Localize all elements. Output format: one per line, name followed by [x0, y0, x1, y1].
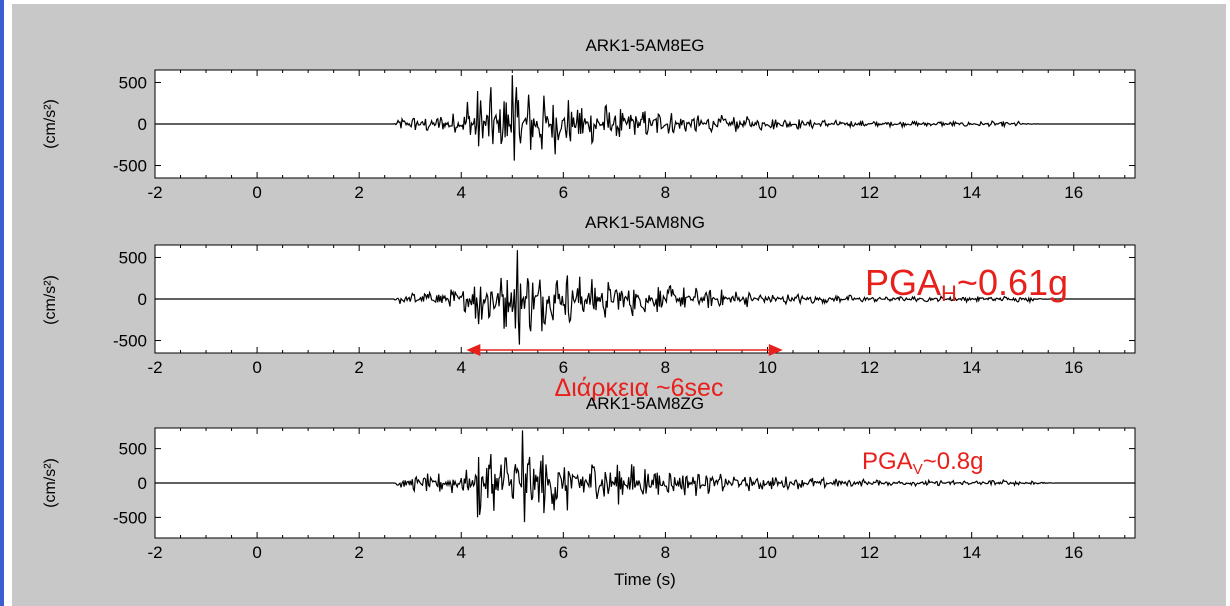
y-tick-label: -500 — [113, 157, 147, 176]
duration-annotation: Διάρκεια ~6sec — [555, 374, 724, 402]
pga-h-tail: ~0.61g — [957, 262, 1068, 303]
y-tick-label: 0 — [138, 290, 147, 309]
x-tick-label: 6 — [559, 358, 568, 377]
pga-h-main: PGA — [865, 262, 941, 303]
x-tick-label: 4 — [457, 183, 466, 202]
x-tick-label: 8 — [661, 183, 670, 202]
panel-1-title: ARK1-5AM8EG — [585, 36, 704, 55]
pga-h-annotation: PGAH~0.61g — [865, 262, 1068, 306]
duration-arrow — [466, 344, 783, 356]
pga-v-sub: V — [913, 461, 923, 478]
x-tick-label: 8 — [661, 543, 670, 562]
x-axis-label: Time (s) — [614, 570, 676, 589]
panel-1-ticks: -2 0 2 4 6 8 10 12 14 16 500 0 -500 — [113, 70, 1135, 202]
x-tick-label: 0 — [252, 543, 261, 562]
x-tick-label: 12 — [860, 183, 879, 202]
x-tick-label: 2 — [354, 543, 363, 562]
x-tick-label: 0 — [252, 358, 261, 377]
x-tick-label: 10 — [758, 358, 777, 377]
x-tick-label: 16 — [1064, 183, 1083, 202]
x-tick-label: 14 — [962, 358, 981, 377]
pga-v-main: PGA — [862, 448, 913, 475]
duration-arrow-head-left — [466, 344, 481, 356]
x-tick-label: 16 — [1064, 358, 1083, 377]
panel-3-trace — [155, 430, 1135, 523]
trace-line — [155, 75, 1135, 161]
x-tick-label: 0 — [252, 183, 261, 202]
trace-line — [155, 430, 1135, 523]
x-tick-label: 12 — [860, 543, 879, 562]
x-tick-label: 14 — [962, 543, 981, 562]
x-tick-label: 12 — [860, 358, 879, 377]
panel-2: ARK1-5AM8NG -2 0 2 4 6 8 10 12 14 16 500 0 -500 (cm/… — [42, 213, 1136, 402]
x-tick-label: -2 — [147, 183, 162, 202]
pga-h-sub: H — [941, 281, 957, 306]
x-tick-label: 10 — [758, 543, 777, 562]
duration-arrow-head-right — [768, 344, 783, 356]
panel-3-title: ARK1-5AM8ZG — [586, 394, 704, 413]
panel-1: ARK1-5AM8EG -2 0 2 4 6 8 10 12 14 16 500 0 -500 (cm/… — [42, 36, 1136, 202]
x-tick-label: 4 — [457, 543, 466, 562]
pga-v-annotation: PGAV~0.8g — [862, 448, 983, 478]
y-tick-label: -500 — [113, 508, 147, 527]
x-tick-label: 6 — [559, 183, 568, 202]
x-tick-label: 2 — [354, 183, 363, 202]
panel-2-ylabel: (cm/s²) — [42, 275, 59, 325]
x-tick-label: 4 — [457, 358, 466, 377]
trace-line — [155, 250, 1135, 345]
y-tick-label: 0 — [138, 115, 147, 134]
panel-2-ticks: -2 0 2 4 6 8 10 12 14 16 500 0 -500 — [113, 245, 1135, 377]
panel-1-trace — [155, 75, 1135, 161]
x-tick-label: 10 — [758, 183, 777, 202]
pga-v-tail: ~0.8g — [923, 448, 984, 475]
x-tick-label: 2 — [354, 358, 363, 377]
y-tick-label: -500 — [113, 332, 147, 351]
panel-3-ticks: -2 0 2 4 6 8 10 12 14 16 500 0 -500 — [113, 428, 1135, 562]
x-tick-label: -2 — [147, 543, 162, 562]
y-tick-label: 0 — [138, 474, 147, 493]
x-tick-label: -2 — [147, 358, 162, 377]
y-tick-label: 500 — [119, 248, 147, 267]
x-tick-label: 14 — [962, 183, 981, 202]
panel-1-ylabel: (cm/s²) — [42, 99, 59, 149]
panel-2-title: ARK1-5AM8NG — [585, 213, 705, 232]
panel-3-ylabel: (cm/s²) — [42, 458, 59, 508]
x-tick-label: 8 — [661, 358, 670, 377]
panel-2-trace — [155, 250, 1135, 345]
y-tick-label: 500 — [119, 73, 147, 92]
x-tick-label: 6 — [559, 543, 568, 562]
panel-3: ARK1-5AM8ZG -2 0 2 4 6 8 10 12 14 16 500 0 -500 (cm/… — [42, 394, 1136, 589]
x-tick-label: 16 — [1064, 543, 1083, 562]
y-tick-label: 500 — [119, 440, 147, 459]
